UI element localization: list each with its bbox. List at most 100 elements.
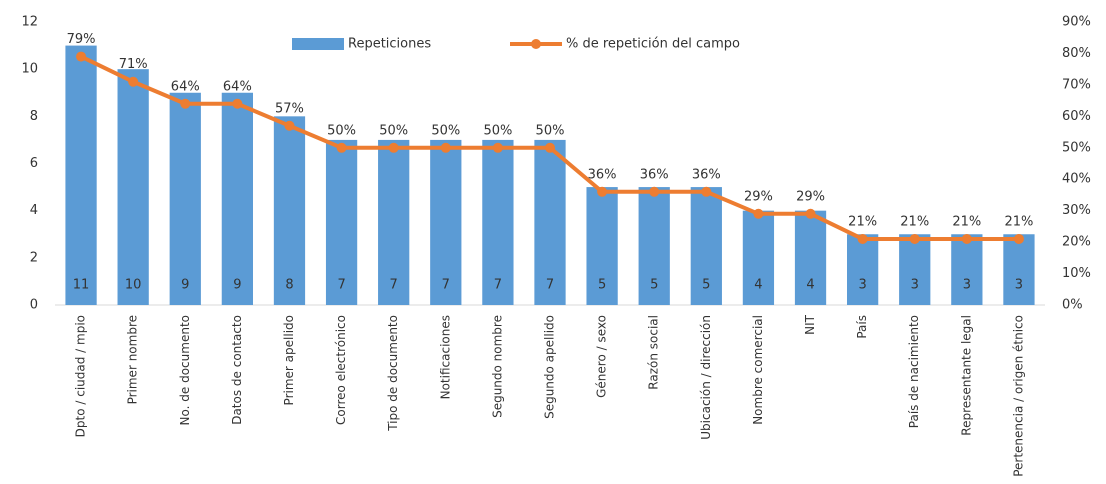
x-tick-label: Ubicación / dirección <box>699 315 713 440</box>
bar-value-label: 7 <box>337 278 345 293</box>
line-value-label: 36% <box>588 167 617 182</box>
line-value-label: 79% <box>67 32 96 47</box>
line-point <box>857 233 868 244</box>
bar-value-label: 7 <box>442 278 450 293</box>
bar-value-label: 7 <box>390 278 398 293</box>
bar <box>221 92 253 305</box>
line-value-label: 50% <box>431 123 460 138</box>
bar <box>586 187 618 305</box>
bar <box>65 45 97 305</box>
bar-value-label: 3 <box>963 278 971 293</box>
line-point <box>76 51 87 62</box>
line-value-label: 50% <box>327 123 356 138</box>
line-point <box>128 76 139 87</box>
bar-value-label: 3 <box>911 278 919 293</box>
x-tick-label: País de nacimiento <box>907 315 921 428</box>
bar-value-label: 3 <box>1015 278 1023 293</box>
y-tick-label: 10 <box>21 62 38 77</box>
y2-tick-label: 80% <box>1062 46 1091 61</box>
legend-label: Repeticiones <box>348 37 431 52</box>
line-point <box>545 142 555 153</box>
line-value-label: 21% <box>848 214 877 229</box>
line-value-label: 29% <box>796 189 825 204</box>
bar-value-label: 5 <box>650 278 658 293</box>
bar <box>899 234 931 305</box>
line-point <box>753 208 764 219</box>
x-tick-label: NIT <box>803 314 817 335</box>
y2-tick-label: 40% <box>1062 172 1091 187</box>
legend-swatch <box>531 39 541 49</box>
line-point <box>440 142 451 153</box>
bar-value-label: 11 <box>73 278 90 293</box>
x-tick-label: Segundo apellido <box>543 315 557 419</box>
y2-tick-label: 30% <box>1062 203 1091 218</box>
line-point <box>805 208 816 219</box>
bar <box>847 234 879 305</box>
bar-value-label: 9 <box>233 278 241 293</box>
x-tick-label: Segundo nombre <box>490 315 504 418</box>
line-point <box>388 142 399 153</box>
bar-value-label: 7 <box>546 278 554 293</box>
line-value-label: 64% <box>223 79 252 94</box>
line-point <box>649 186 660 197</box>
y-tick-label: 8 <box>30 109 38 124</box>
bar <box>690 187 722 305</box>
x-tick-label: País <box>855 315 869 339</box>
line-point <box>597 186 608 197</box>
bar-value-label: 5 <box>702 278 710 293</box>
y2-tick-label: 50% <box>1062 140 1091 155</box>
x-tick-label: Notificaciones <box>438 315 452 399</box>
line-point <box>961 233 972 244</box>
line-point <box>909 233 920 244</box>
x-tick-label: Datos de contacto <box>230 315 244 425</box>
bar-value-label: 7 <box>494 278 502 293</box>
x-tick-label: Nombre comercial <box>751 315 765 425</box>
x-tick-label: No. de documento <box>178 315 192 425</box>
bar-value-label: 4 <box>754 278 762 293</box>
line-value-label: 64% <box>171 79 200 94</box>
bar <box>951 234 983 305</box>
line-point <box>336 142 347 153</box>
line-value-label: 21% <box>1004 214 1033 229</box>
bar <box>378 139 410 305</box>
y-tick-label: 4 <box>30 203 38 218</box>
x-tick-label: Representante legal <box>959 315 973 436</box>
line-value-label: 71% <box>119 57 148 72</box>
line-point <box>232 98 243 109</box>
legend-swatch <box>292 38 344 50</box>
bar <box>794 210 827 305</box>
y2-tick-label: 10% <box>1062 266 1091 281</box>
bar <box>534 139 566 305</box>
x-tick-label: Pertenencia / origen étnico <box>1011 315 1025 477</box>
line-point <box>284 120 295 131</box>
line-value-label: 50% <box>379 123 408 138</box>
bar <box>273 116 306 305</box>
y2-tick-label: 20% <box>1062 235 1091 250</box>
y-tick-label: 0 <box>30 298 38 313</box>
y-tick-label: 12 <box>21 15 38 30</box>
x-tick-label: Tipo de documento <box>386 315 400 432</box>
bar-value-label: 8 <box>285 278 293 293</box>
line-value-label: 21% <box>900 214 929 229</box>
x-tick-label: Género / sexo <box>595 315 609 398</box>
x-tick-label: Dpto / ciudad / mpio <box>74 315 88 437</box>
y2-tick-label: 0% <box>1062 298 1083 313</box>
bar-value-label: 10 <box>125 278 142 293</box>
x-tick-label: Primer apellido <box>282 315 296 405</box>
y-tick-label: 2 <box>30 250 38 265</box>
bar <box>638 187 670 305</box>
y-tick-label: 6 <box>30 156 38 171</box>
bar <box>169 92 201 305</box>
bar-value-label: 9 <box>181 278 189 293</box>
line-value-label: 57% <box>275 101 304 116</box>
bar <box>1003 234 1035 305</box>
bar <box>482 139 514 305</box>
legend-label: % de repetición del campo <box>566 37 740 52</box>
bar-value-label: 4 <box>806 278 814 293</box>
bar <box>430 139 462 305</box>
bar <box>325 139 358 305</box>
line-value-label: 36% <box>692 167 721 182</box>
line-point <box>492 142 503 153</box>
line-value-label: 21% <box>952 214 981 229</box>
line-point <box>180 98 191 109</box>
